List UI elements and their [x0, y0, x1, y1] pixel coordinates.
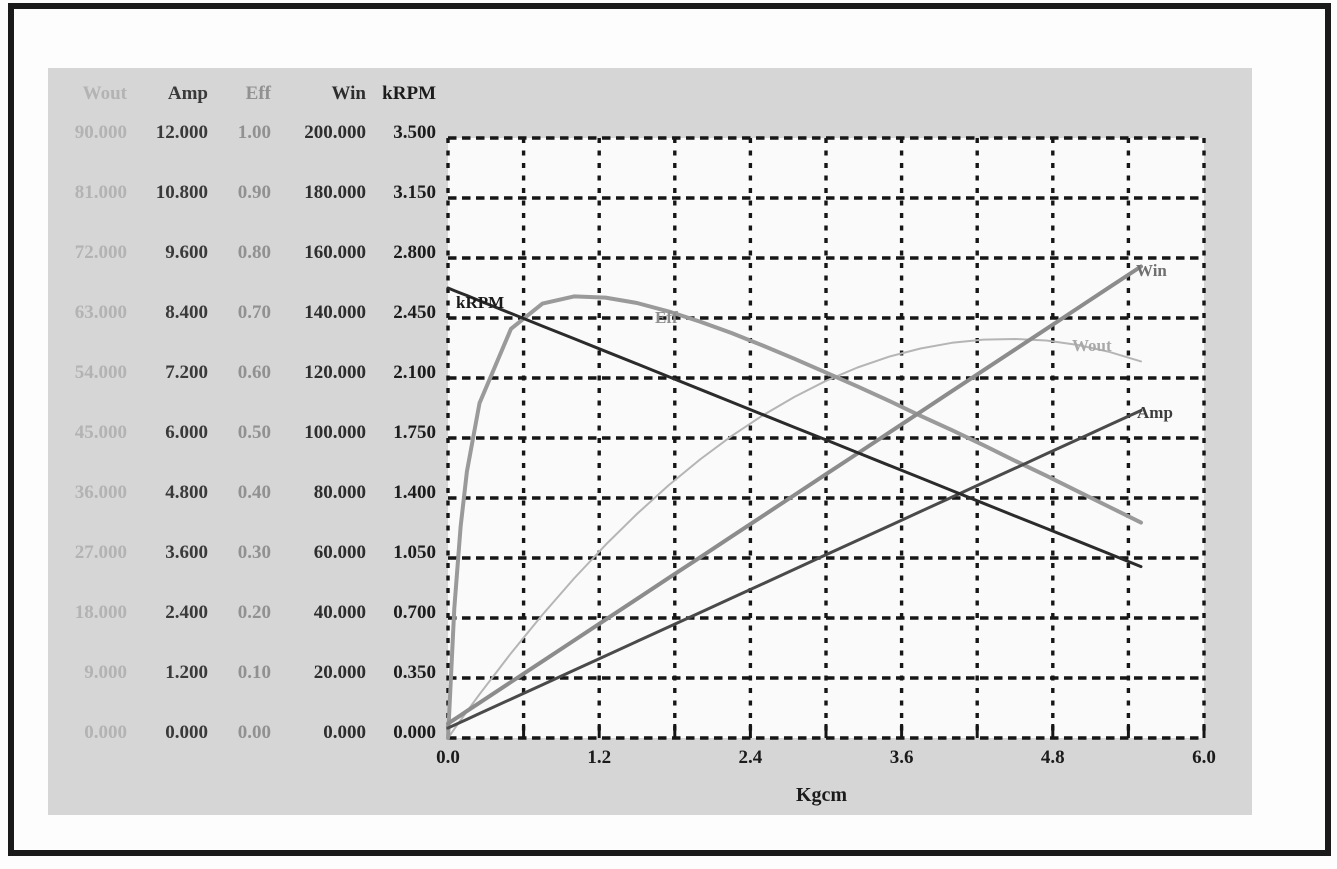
scale-value: 0.350 [393, 662, 436, 683]
scale-value: 1.050 [393, 542, 436, 563]
scale-value: 3.600 [165, 542, 208, 563]
scale-value: 0.000 [165, 722, 208, 743]
scale-value: 27.000 [74, 542, 127, 563]
chart-plot [446, 136, 1206, 740]
curve-label-Wout: Wout [1072, 336, 1112, 355]
scale-value: 7.200 [165, 362, 208, 383]
scale-value: 20.000 [313, 662, 366, 683]
scale-value: 2.400 [165, 602, 208, 623]
scale-column-kRPM: kRPM 3.500 3.150 2.800 2.450 2.100 1.750 1.400 1… [349, 68, 436, 815]
curve-label-Win: Win [1136, 261, 1167, 280]
scale-value: 72.000 [74, 242, 127, 263]
scale-value: 2.800 [393, 242, 436, 263]
scale-value: 0.000 [393, 722, 436, 743]
series-line-Win [446, 264, 1143, 726]
scale-value: 180.000 [304, 182, 366, 203]
scale-value: 63.000 [74, 302, 127, 323]
scale-value: 1.400 [393, 482, 436, 503]
scale-value: 18.000 [74, 602, 127, 623]
scale-column-Wout: Wout 90.000 81.000 72.000 63.000 54.000 45.000… [48, 68, 127, 815]
scale-column-Amp: Amp 12.000 10.800 9.600 8.400 7.200 6.000 4.800… [120, 68, 208, 815]
curve-label-Amp: Amp [1137, 403, 1173, 422]
column-header-Win: Win [331, 83, 366, 104]
series-line-Eff [446, 294, 1143, 740]
scale-value: 0.30 [237, 542, 271, 563]
scale-value: 1.200 [165, 662, 208, 683]
chart-panel: Wout 90.000 81.000 72.000 63.000 54.000 45.000… [48, 68, 1252, 815]
scale-value: 3.150 [393, 182, 436, 203]
scale-value: 0.60 [237, 362, 271, 383]
scale-value: 2.450 [393, 302, 436, 323]
scale-value: 0.50 [237, 422, 271, 443]
scale-value: 90.000 [74, 122, 127, 143]
scale-value: 8.400 [165, 302, 208, 323]
scale-value: 0.90 [237, 182, 271, 203]
scale-value: 200.000 [304, 122, 366, 143]
scale-value: 9.600 [165, 242, 208, 263]
scale-value: 0.10 [237, 662, 271, 683]
x-tick-label: 4.8 [1040, 747, 1065, 768]
scale-value: 4.800 [165, 482, 208, 503]
scale-value: 45.000 [74, 422, 127, 443]
scale-value: 120.000 [304, 362, 366, 383]
scale-value: 81.000 [74, 182, 127, 203]
scale-value: 1.750 [393, 422, 436, 443]
scale-value: 60.000 [313, 542, 366, 563]
scale-value: 6.000 [165, 422, 208, 443]
scale-value: 0.70 [237, 302, 271, 323]
scale-value: 0.000 [323, 722, 366, 743]
column-header-Eff: Eff [245, 83, 271, 104]
column-header-kRPM: kRPM [382, 83, 436, 104]
column-header-Amp: Amp [167, 83, 208, 104]
scale-column-Eff: Eff 1.00 0.90 0.80 0.70 0.60 0.50 0.40 0.30 0.20 0… [193, 68, 271, 815]
scale-value: 40.000 [313, 602, 366, 623]
x-tick-label: 1.2 [587, 747, 612, 768]
scale-value: 140.000 [304, 302, 366, 323]
series-line-kRPM [446, 286, 1143, 569]
scale-value: 0.700 [393, 602, 436, 623]
scale-value: 0.40 [237, 482, 271, 503]
scale-value: 1.00 [237, 122, 271, 143]
x-tick-label: 2.4 [738, 747, 763, 768]
x-tick-label: 0.0 [436, 747, 460, 768]
scale-value: 0.00 [237, 722, 271, 743]
column-header-Wout: Wout [82, 83, 127, 104]
scale-value: 160.000 [304, 242, 366, 263]
scale-value: 0.80 [237, 242, 271, 263]
x-axis-title: Kgcm [796, 784, 848, 806]
scale-value: 12.000 [155, 122, 208, 143]
curve-label-Eff: Eff [655, 308, 678, 327]
scale-value: 54.000 [74, 362, 127, 383]
scale-value: 3.500 [393, 122, 436, 143]
scale-value: 10.800 [155, 182, 208, 203]
scale-value: 80.000 [313, 482, 366, 503]
scale-value: 0.000 [84, 722, 127, 743]
series-line-Wout [447, 338, 1142, 739]
curve-label-kRPM: kRPM [456, 293, 505, 312]
x-tick-label: 6.0 [1192, 747, 1216, 768]
scale-value: 2.100 [393, 362, 436, 383]
scale-value: 100.000 [304, 422, 366, 443]
scale-column-Win: Win 200.000 180.000 160.000 140.000 120.000 10… [278, 68, 366, 815]
scale-value: 9.000 [84, 662, 127, 683]
scale-value: 36.000 [74, 482, 127, 503]
scale-value: 0.20 [237, 602, 271, 623]
x-tick-label: 3.6 [889, 747, 914, 768]
series-line-Amp [446, 409, 1143, 730]
